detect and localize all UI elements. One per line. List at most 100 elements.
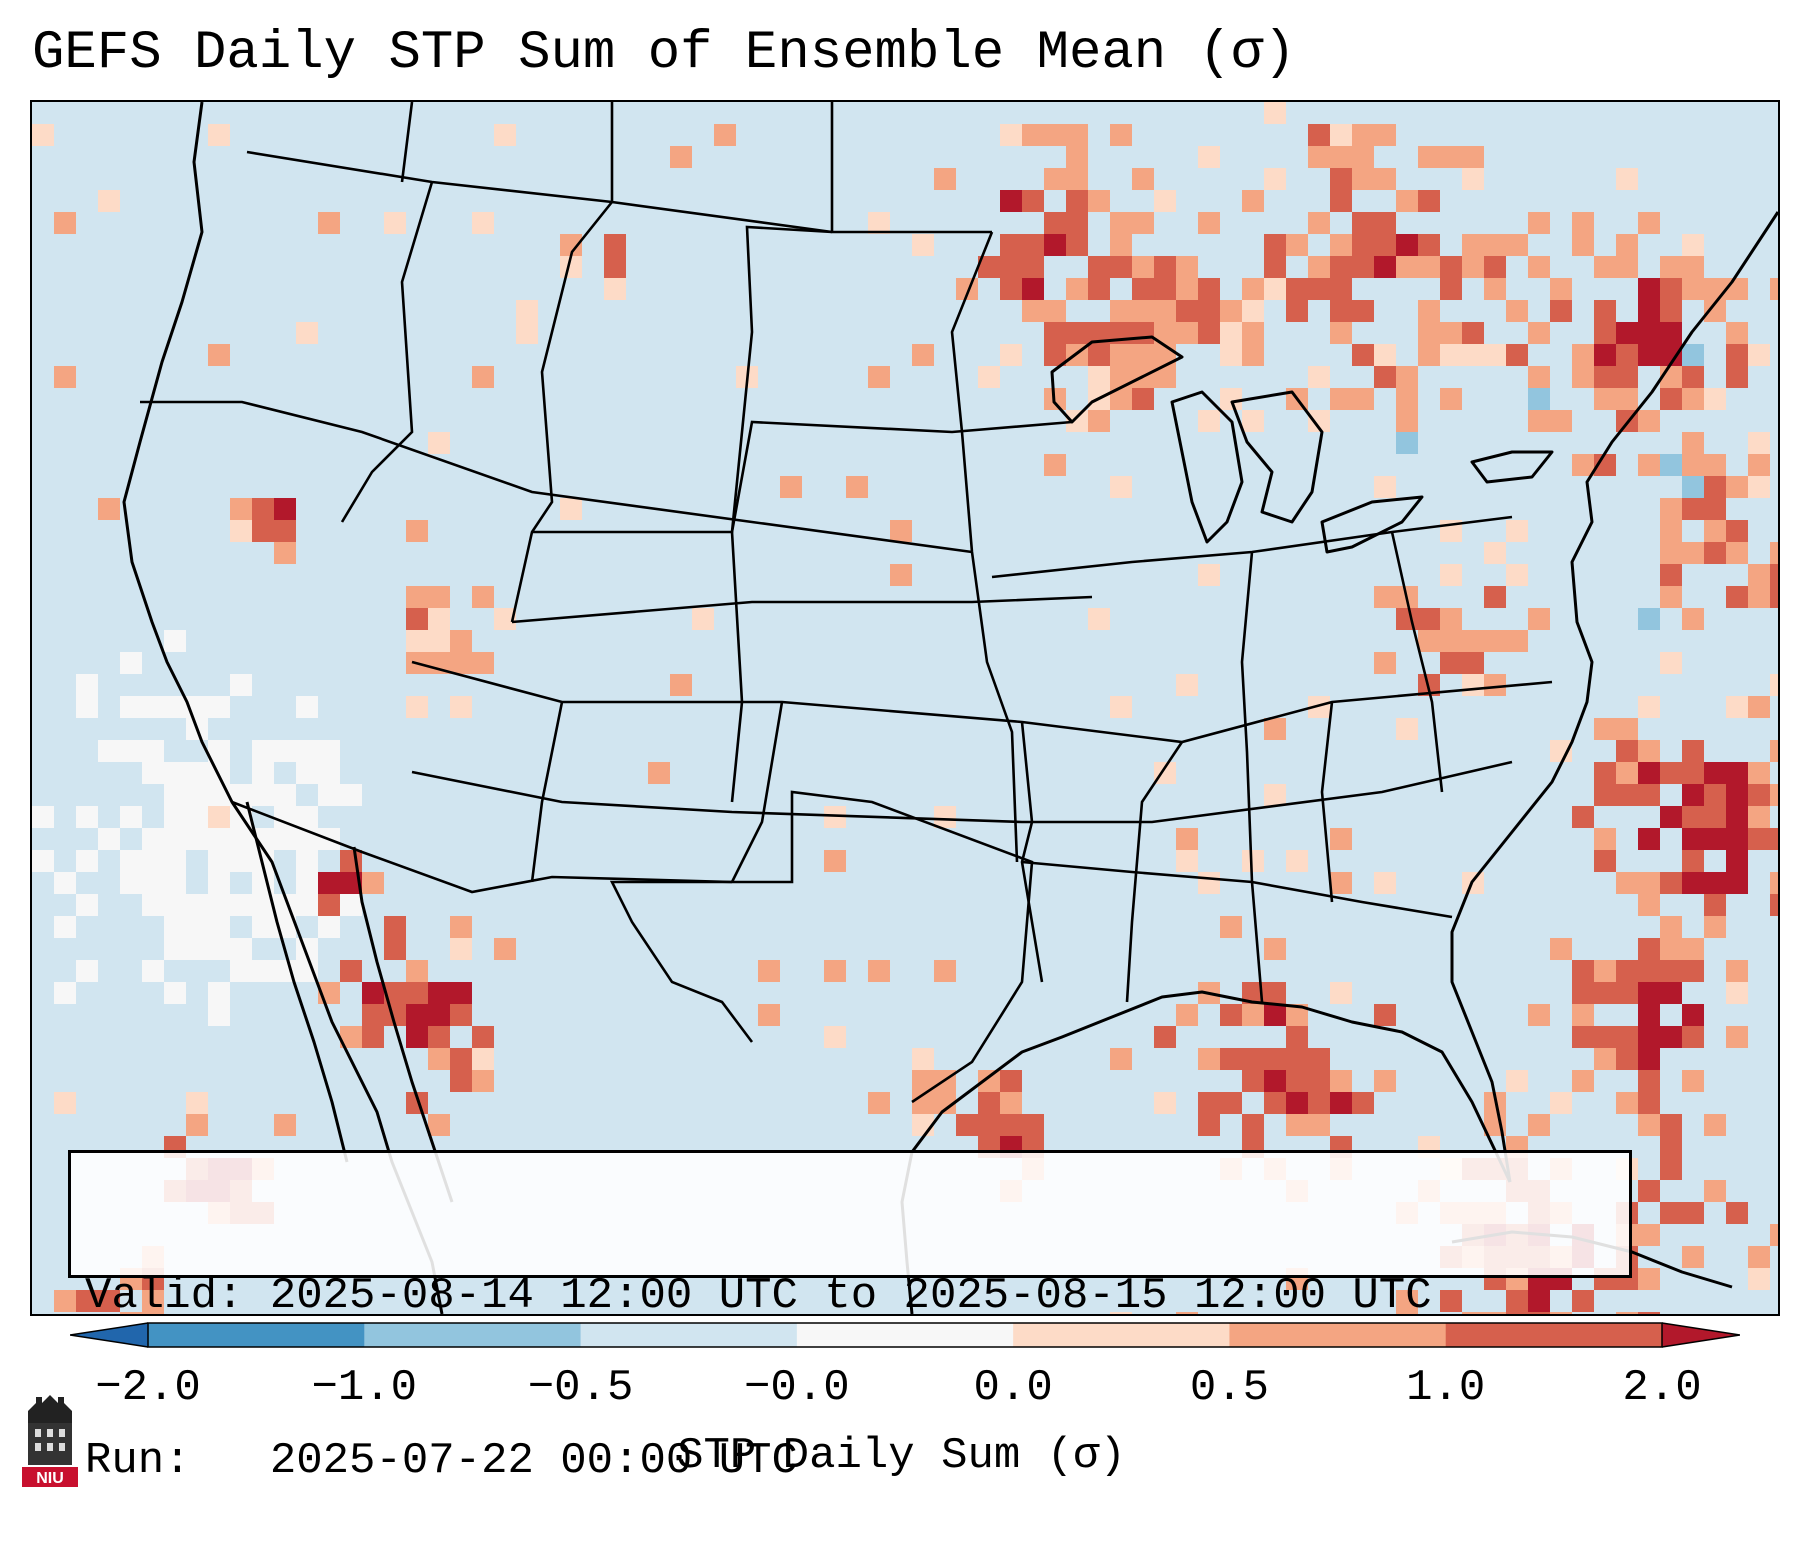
stp-cell [1616,168,1638,190]
stp-cell [1308,212,1330,234]
colorbar-tick-label: 1.0 [1406,1363,1486,1413]
stp-cell [560,498,582,520]
stp-cell [1418,608,1440,630]
stp-cell [780,476,802,498]
stp-cell [1638,1048,1660,1070]
stp-cell [296,806,318,828]
stp-cell [406,608,428,630]
colorbar-tick-label: −0.0 [744,1363,850,1413]
colorbar-label: STP Daily Sum (σ) [677,1431,1126,1481]
stp-cell [54,982,76,1004]
stp-cell [1154,1092,1176,1114]
stp-cell [274,498,296,520]
stp-cell [252,784,274,806]
stp-cell [406,960,428,982]
stp-cell [208,982,230,1004]
colorbar-tick-label: 2.0 [1622,1363,1702,1413]
stp-cell [1726,850,1748,872]
stp-cell [1462,674,1484,696]
stp-cell [1484,630,1506,652]
stp-cell [362,982,384,1004]
colorbar-under-arrow [70,1323,148,1347]
stp-cell [846,476,868,498]
stp-cell [186,784,208,806]
stp-cell [1704,476,1726,498]
stp-cell [164,806,186,828]
stp-cell [1176,300,1198,322]
stp-cell [1242,278,1264,300]
stp-cell [1308,1048,1330,1070]
stp-cell [296,850,318,872]
stp-cell [1616,762,1638,784]
stp-cell [1440,256,1462,278]
stp-cell [494,608,516,630]
stp-cell [934,1092,956,1114]
stp-cell [1308,366,1330,388]
stp-cell [1044,344,1066,366]
stp-cell [670,674,692,696]
stp-cell [1022,234,1044,256]
stp-cell [1330,322,1352,344]
stp-cell [1616,234,1638,256]
stp-cell [1682,1070,1704,1092]
stp-cell [1726,322,1748,344]
stp-cell [230,960,252,982]
stp-cell [1462,146,1484,168]
stp-cell [1748,476,1770,498]
stp-cell [1286,1114,1308,1136]
stp-cell [1506,520,1528,542]
stp-cell [406,1092,428,1114]
stp-cell [1000,1070,1022,1092]
stp-cell [1484,542,1506,564]
stp-cell [230,520,252,542]
stp-cell [1638,982,1660,1004]
stp-cell [472,1026,494,1048]
stp-cell [208,806,230,828]
stp-cell [1616,366,1638,388]
stp-cell [32,806,54,828]
stp-cell [1660,344,1682,366]
stp-cell [912,344,934,366]
stp-cell [1572,1290,1594,1312]
stp-cell [208,740,230,762]
stp-cell [1022,278,1044,300]
stp-cell [450,916,472,938]
stp-cell [1638,762,1660,784]
stp-cell [98,740,120,762]
stp-cell [1638,1114,1660,1136]
stp-cell [1748,784,1770,806]
stp-cell [1726,476,1748,498]
stp-cell [1440,652,1462,674]
stp-cell [1594,960,1616,982]
stp-cell [164,762,186,784]
stp-cell [1748,806,1770,828]
stp-cell [714,124,736,146]
stp-cell [1528,1114,1550,1136]
stp-cell [1088,366,1110,388]
stp-cell [1286,234,1308,256]
stp-cell [1748,344,1770,366]
stp-cell [1264,102,1286,124]
stp-cell [1682,476,1704,498]
stp-cell [1660,454,1682,476]
stp-cell [230,938,252,960]
stp-cell [1572,212,1594,234]
stp-cell [120,850,142,872]
state-borders [140,102,1553,1104]
stp-cell [428,1114,450,1136]
stp-cell [406,586,428,608]
stp-cell [1682,278,1704,300]
stp-cell [1594,850,1616,872]
stp-cell [1352,1092,1374,1114]
stp-cell [1682,1026,1704,1048]
stp-cell [1374,366,1396,388]
stp-cell [186,916,208,938]
stp-cell [1660,520,1682,542]
stp-cell [1528,212,1550,234]
stp-cell [1660,1158,1682,1180]
stp-cell [318,212,340,234]
stp-cell [1638,344,1660,366]
stp-cell [472,212,494,234]
stp-cell [1770,894,1778,916]
stp-cell [450,1048,472,1070]
